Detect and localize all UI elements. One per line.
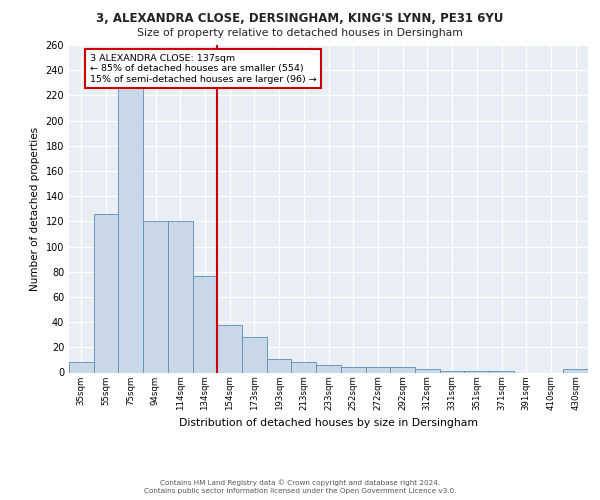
Bar [94, 214, 118, 372]
Bar [292, 362, 316, 372]
Bar [242, 337, 267, 372]
Text: Size of property relative to detached houses in Dersingham: Size of property relative to detached ho… [137, 28, 463, 38]
Bar [217, 324, 242, 372]
Text: 3 ALEXANDRA CLOSE: 137sqm
← 85% of detached houses are smaller (554)
15% of semi: 3 ALEXANDRA CLOSE: 137sqm ← 85% of detac… [90, 54, 317, 84]
Bar [489, 371, 514, 372]
Y-axis label: Number of detached properties: Number of detached properties [30, 126, 40, 291]
Bar [464, 371, 489, 372]
Text: Contains HM Land Registry data © Crown copyright and database right 2024.
Contai: Contains HM Land Registry data © Crown c… [144, 480, 456, 494]
Bar [390, 368, 415, 372]
Bar [118, 70, 143, 372]
Bar [267, 358, 292, 372]
Bar [365, 368, 390, 372]
Bar [316, 365, 341, 372]
Bar [440, 371, 464, 372]
X-axis label: Distribution of detached houses by size in Dersingham: Distribution of detached houses by size … [179, 418, 478, 428]
Bar [563, 368, 588, 372]
Bar [415, 368, 440, 372]
Bar [193, 276, 217, 372]
Text: 3, ALEXANDRA CLOSE, DERSINGHAM, KING'S LYNN, PE31 6YU: 3, ALEXANDRA CLOSE, DERSINGHAM, KING'S L… [97, 12, 503, 26]
Bar [143, 222, 168, 372]
Bar [341, 368, 365, 372]
Bar [168, 222, 193, 372]
Bar [69, 362, 94, 372]
